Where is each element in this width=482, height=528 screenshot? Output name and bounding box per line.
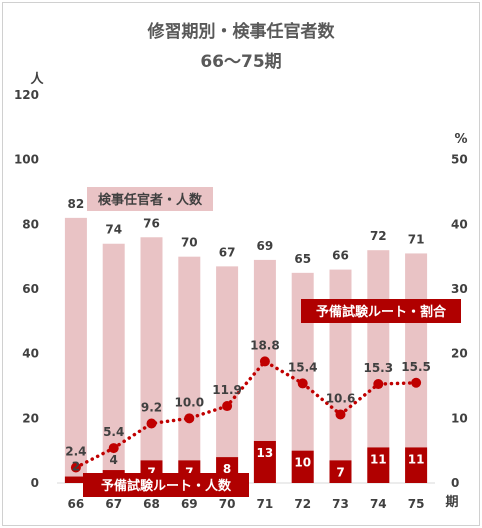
bar-yobi-label: 7: [185, 465, 193, 479]
bar-total: [291, 272, 314, 483]
bar-total: [216, 266, 239, 483]
bar-total: [102, 243, 125, 483]
ratio-point-label: 15.4: [288, 360, 318, 374]
ratio-point-label: 5.4: [103, 425, 124, 439]
left-tick-label: 100: [14, 153, 39, 167]
bar-total-label: 70: [181, 236, 198, 250]
label-ratio-series-box: [301, 299, 461, 323]
ratio-line: [74, 359, 418, 470]
chart-title: 修習期別・検事任官者数: [147, 21, 336, 42]
right-axis-unit: %: [454, 132, 467, 147]
x-tick-label: 75: [408, 497, 425, 511]
left-tick-label: 40: [22, 347, 39, 361]
bar-yobi: [329, 460, 352, 483]
bar-yobi: [367, 447, 390, 483]
right-tick-label: 10: [451, 411, 468, 425]
bar-total-label: 76: [143, 216, 160, 230]
bar-yobi-label: 7: [147, 465, 155, 479]
left-tick-label: 0: [31, 476, 39, 490]
bar-total-label: 66: [332, 249, 349, 263]
bar-yobi: [253, 440, 276, 483]
x-tick-label: 70: [219, 497, 236, 511]
bar-total: [178, 256, 201, 483]
bar-yobi-label: 4: [110, 453, 118, 467]
bar-yobi-label: 11: [370, 452, 387, 466]
left-tick-label: 80: [22, 217, 39, 231]
x-tick-label: 71: [257, 497, 274, 511]
x-axis-unit: 期: [445, 495, 458, 510]
label-total-series: 検事任官者・人数: [98, 192, 203, 208]
bar-yobi-label: 11: [408, 452, 425, 466]
right-tick-label: 30: [451, 282, 468, 296]
ratio-point-label: 2.4: [65, 444, 86, 458]
ratio-point: [335, 409, 346, 420]
bar-yobi-label: 7: [336, 465, 344, 479]
label-yobi-series: 予備試験ルート・人数: [101, 478, 232, 494]
ratio-point-label: 11.9: [212, 383, 242, 397]
ratio-point-label: 9.2: [141, 401, 162, 415]
chart-subtitle: 66～75期: [200, 52, 281, 72]
ratio-point-label: 18.8: [250, 338, 280, 352]
bar-yobi: [291, 450, 314, 483]
left-tick-label: 120: [14, 88, 39, 102]
bar-yobi-label: 8: [223, 462, 231, 476]
bar-total-label: 65: [294, 252, 311, 266]
bar-total: [253, 259, 276, 483]
ratio-point: [259, 356, 270, 367]
right-tick-label: 0: [451, 476, 459, 490]
label-ratio-series: 予備試験ルート・割合: [316, 304, 447, 320]
right-tick-label: 50: [451, 153, 468, 167]
ratio-point: [184, 413, 195, 424]
x-tick-label: 67: [105, 497, 122, 511]
ratio-point: [373, 379, 384, 390]
ratio-point: [411, 377, 422, 388]
bar-yobi-label: 13: [257, 446, 274, 460]
bar-total: [140, 237, 163, 483]
bar-yobi: [405, 447, 428, 483]
ratio-point: [222, 401, 233, 412]
left-tick-label: 20: [22, 411, 39, 425]
label-total-series-box: [87, 187, 213, 211]
x-tick-label: 69: [181, 497, 198, 511]
bar-yobi-label: 2: [72, 460, 80, 474]
right-tick-label: 40: [451, 217, 468, 231]
bar-total: [64, 217, 87, 483]
x-tick-label: 73: [332, 497, 349, 511]
ratio-point-label: 15.3: [363, 361, 393, 375]
label-yobi-series-box: [83, 473, 249, 497]
x-tick-label: 68: [143, 497, 160, 511]
bar-total-label: 72: [370, 229, 387, 243]
chart-svg: 修習期別・検事任官者数 66～75期 人 % 期 020406080100120…: [14, 21, 468, 511]
ratio-point: [108, 443, 119, 454]
ratio-point-label: 10.0: [174, 395, 204, 409]
x-tick-label: 66: [68, 497, 85, 511]
bar-total-label: 69: [257, 239, 274, 253]
bar-total-label: 67: [219, 245, 236, 259]
x-tick-label: 72: [294, 497, 311, 511]
bar-total-label: 82: [68, 197, 85, 211]
ratio-point: [146, 418, 157, 429]
ratio-point: [297, 378, 308, 389]
bar-total-label: 74: [105, 223, 122, 237]
x-tick-label: 74: [370, 497, 387, 511]
ratio-point-label: 15.5: [401, 360, 431, 374]
bar-yobi-label: 10: [294, 456, 311, 470]
left-tick-label: 60: [22, 282, 39, 296]
bar-total-label: 71: [408, 232, 425, 246]
right-tick-label: 20: [451, 347, 468, 361]
ratio-point: [70, 462, 81, 473]
ratio-point-label: 10.6: [326, 391, 356, 405]
bar-yobi: [64, 476, 87, 483]
left-axis-unit: 人: [30, 71, 44, 87]
